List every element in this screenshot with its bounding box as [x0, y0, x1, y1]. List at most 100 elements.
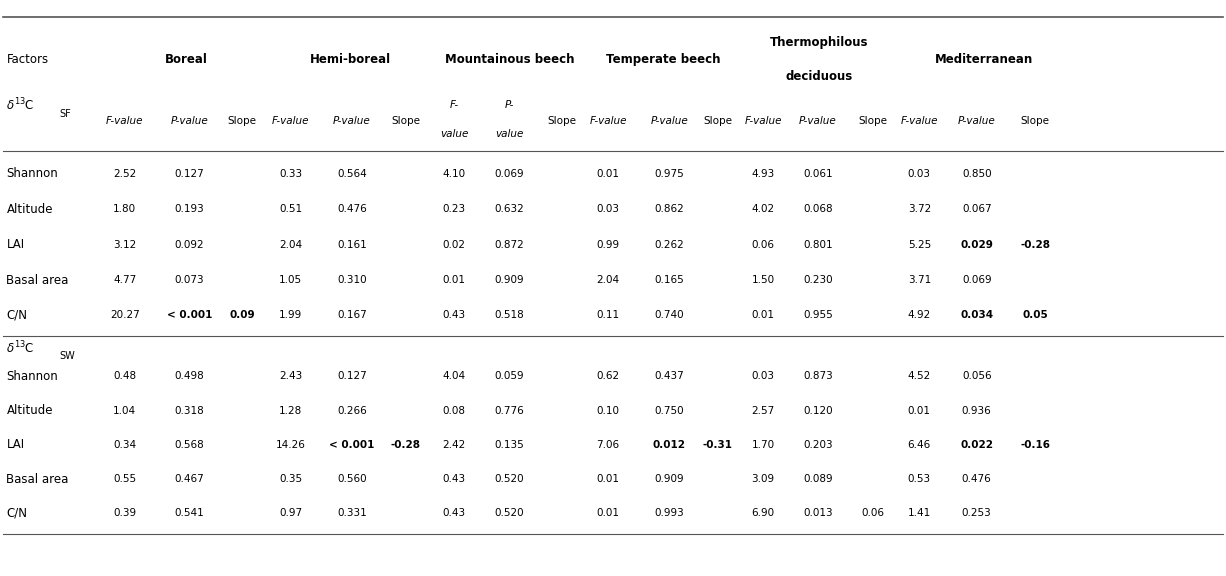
Text: SW: SW — [59, 351, 75, 362]
Text: 0.993: 0.993 — [655, 509, 684, 518]
Text: 0.55: 0.55 — [113, 474, 136, 484]
Text: 0.01: 0.01 — [597, 169, 619, 179]
Text: 0.068: 0.068 — [803, 204, 832, 214]
Text: Temperate beech: Temperate beech — [607, 54, 721, 66]
Text: P-value: P-value — [799, 116, 837, 126]
Text: 0.067: 0.067 — [962, 204, 992, 214]
Text: 0.05: 0.05 — [1022, 310, 1048, 320]
Text: 4.52: 4.52 — [907, 372, 931, 381]
Text: 0.520: 0.520 — [494, 509, 524, 518]
Text: 0.850: 0.850 — [962, 169, 992, 179]
Text: 0.560: 0.560 — [337, 474, 367, 484]
Text: 4.92: 4.92 — [907, 310, 931, 320]
Text: 4.93: 4.93 — [752, 169, 775, 179]
Text: < 0.001: < 0.001 — [329, 440, 374, 450]
Text: 0.092: 0.092 — [174, 240, 205, 249]
Text: 2.43: 2.43 — [280, 372, 303, 381]
Text: 1.99: 1.99 — [280, 310, 303, 320]
Text: 0.127: 0.127 — [337, 372, 367, 381]
Text: 0.43: 0.43 — [443, 310, 466, 320]
Text: 20.27: 20.27 — [110, 310, 140, 320]
Text: -0.16: -0.16 — [1020, 440, 1051, 450]
Text: 0.35: 0.35 — [280, 474, 303, 484]
Text: 0.034: 0.034 — [960, 310, 993, 320]
Text: 14.26: 14.26 — [276, 440, 305, 450]
Text: 0.193: 0.193 — [174, 204, 205, 214]
Text: 0.476: 0.476 — [962, 474, 992, 484]
Text: 0.127: 0.127 — [174, 169, 205, 179]
Text: P-value: P-value — [958, 116, 996, 126]
Text: 0.801: 0.801 — [803, 240, 832, 249]
Text: F-value: F-value — [590, 116, 626, 126]
Text: 0.750: 0.750 — [655, 406, 684, 416]
Text: 0.43: 0.43 — [443, 474, 466, 484]
Text: F-value: F-value — [272, 116, 309, 126]
Text: C/N: C/N — [6, 507, 27, 520]
Text: P-value: P-value — [333, 116, 370, 126]
Text: 0.069: 0.069 — [494, 169, 524, 179]
Text: 0.936: 0.936 — [962, 406, 992, 416]
Text: 0.331: 0.331 — [337, 509, 367, 518]
Text: 0.62: 0.62 — [597, 372, 619, 381]
Text: 0.01: 0.01 — [443, 275, 466, 285]
Text: P-: P- — [505, 100, 514, 111]
Text: -0.28: -0.28 — [391, 440, 421, 450]
Text: 1.04: 1.04 — [113, 406, 136, 416]
Text: 0.02: 0.02 — [443, 240, 466, 249]
Text: 0.253: 0.253 — [962, 509, 992, 518]
Text: 0.872: 0.872 — [494, 240, 525, 249]
Text: 1.41: 1.41 — [907, 509, 931, 518]
Text: SF: SF — [59, 109, 71, 119]
Text: 0.437: 0.437 — [655, 372, 684, 381]
Text: Mediterranean: Mediterranean — [935, 54, 1034, 66]
Text: 0.740: 0.740 — [655, 310, 684, 320]
Text: 7.06: 7.06 — [597, 440, 619, 450]
Text: 0.059: 0.059 — [494, 372, 524, 381]
Text: 1.28: 1.28 — [280, 406, 303, 416]
Text: F-value: F-value — [107, 116, 143, 126]
Text: 0.862: 0.862 — [655, 204, 684, 214]
Text: F-value: F-value — [744, 116, 782, 126]
Text: 0.10: 0.10 — [597, 406, 619, 416]
Text: 0.03: 0.03 — [907, 169, 931, 179]
Text: -0.28: -0.28 — [1020, 240, 1051, 249]
Text: 0.33: 0.33 — [280, 169, 303, 179]
Text: value: value — [495, 129, 524, 139]
Text: Factors: Factors — [6, 54, 49, 66]
Text: 4.02: 4.02 — [752, 204, 775, 214]
Text: Mountainous beech: Mountainous beech — [445, 54, 574, 66]
Text: 0.873: 0.873 — [803, 372, 832, 381]
Text: 3.12: 3.12 — [113, 240, 136, 249]
Text: 0.09: 0.09 — [229, 310, 255, 320]
Text: deciduous: deciduous — [786, 70, 853, 84]
Text: 0.11: 0.11 — [597, 310, 619, 320]
Text: Thermophilous: Thermophilous — [770, 36, 868, 49]
Text: 2.57: 2.57 — [752, 406, 775, 416]
Text: 1.80: 1.80 — [113, 204, 136, 214]
Text: 2.04: 2.04 — [597, 275, 619, 285]
Text: 5.25: 5.25 — [907, 240, 931, 249]
Text: Altitude: Altitude — [6, 404, 53, 417]
Text: 0.069: 0.069 — [962, 275, 992, 285]
Text: Boreal: Boreal — [164, 54, 207, 66]
Text: 0.161: 0.161 — [337, 240, 367, 249]
Text: 0.39: 0.39 — [113, 509, 136, 518]
Text: value: value — [440, 129, 468, 139]
Text: 0.541: 0.541 — [174, 509, 205, 518]
Text: Slope: Slope — [858, 116, 888, 126]
Text: $\delta^{13}$C: $\delta^{13}$C — [6, 97, 34, 113]
Text: 6.46: 6.46 — [907, 440, 931, 450]
Text: Slope: Slope — [228, 116, 256, 126]
Text: P-value: P-value — [650, 116, 688, 126]
Text: 0.975: 0.975 — [655, 169, 684, 179]
Text: 0.061: 0.061 — [803, 169, 832, 179]
Text: 0.120: 0.120 — [803, 406, 832, 416]
Text: LAI: LAI — [6, 438, 25, 452]
Text: P-value: P-value — [170, 116, 208, 126]
Text: 0.318: 0.318 — [174, 406, 205, 416]
Text: 0.568: 0.568 — [174, 440, 205, 450]
Text: 0.06: 0.06 — [862, 509, 884, 518]
Text: 1.50: 1.50 — [752, 275, 775, 285]
Text: Slope: Slope — [547, 116, 576, 126]
Text: 0.520: 0.520 — [494, 474, 524, 484]
